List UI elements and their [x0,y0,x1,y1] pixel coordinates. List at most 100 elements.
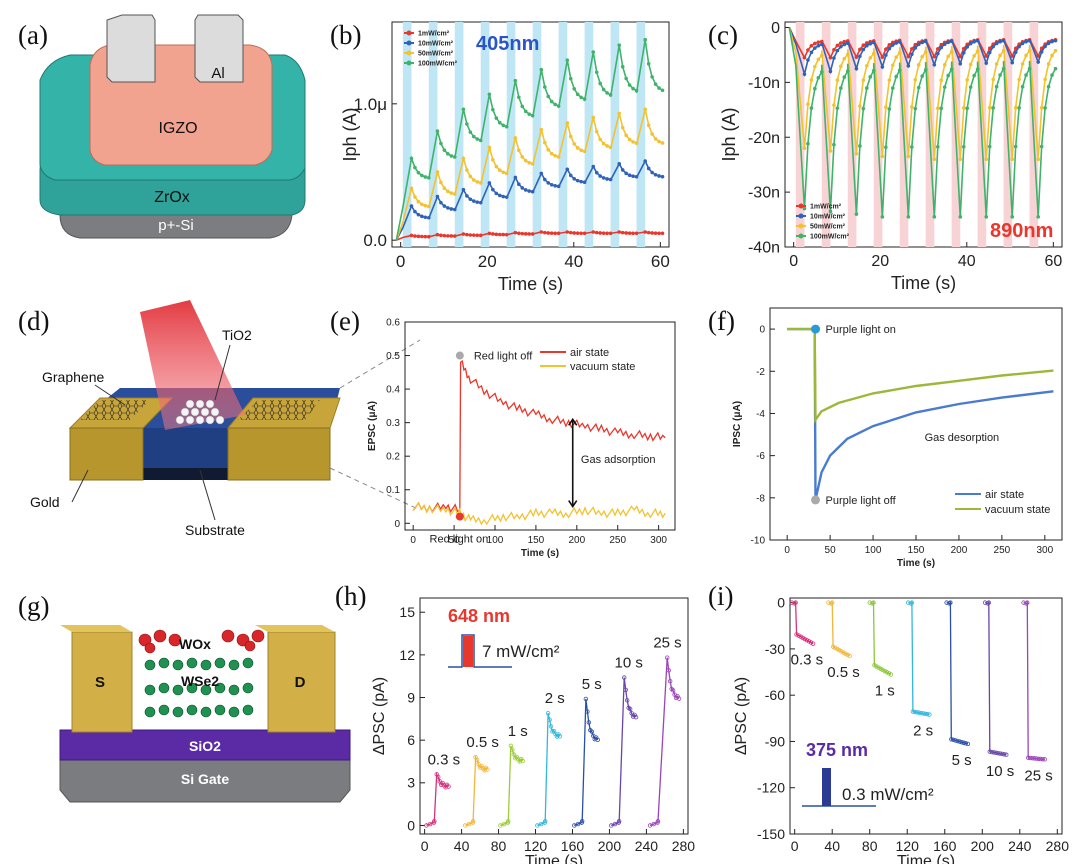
data-point [478,138,483,143]
data-point [461,187,466,192]
data-point [1046,62,1051,66]
data-point [1017,44,1021,49]
data-point [585,709,590,714]
data-point [912,709,918,715]
data-point [806,102,810,106]
x-tick-label: 40 [454,838,470,854]
data-point [439,233,443,238]
data-point [653,137,658,141]
data-point [880,154,885,159]
data-point [897,40,902,44]
data-point [572,231,577,235]
data-point [442,148,447,152]
annotation-light-off: Purple light off [826,495,897,507]
data-point [923,50,928,54]
legend-marker [406,60,412,66]
inset-power: 7 mW/cm² [482,642,560,661]
data-point [545,710,551,716]
data-point [835,48,840,53]
data-point [511,752,516,757]
data-point [435,194,440,199]
data-point [591,115,596,120]
data-point [435,170,440,174]
data-point [634,174,639,179]
data-point [633,714,639,720]
data-point [523,109,528,114]
gas-arrow-head-bottom [568,500,578,508]
data-point [416,199,421,204]
data-point [468,197,473,202]
data-point [958,215,963,219]
y-tick-label: 0 [771,20,780,37]
series-line [984,601,1007,756]
duration-label: 0.5 s [466,734,499,751]
legend-marker [406,40,412,46]
data-point [439,200,443,205]
data-point [887,78,892,82]
data-point [932,54,937,59]
y-axis-label: EPSC (μA) [367,401,378,451]
data-point [601,87,606,92]
wse2-layers [144,657,254,718]
data-point [539,230,544,234]
data-point [868,56,873,60]
substrate-label: Substrate [185,522,245,538]
data-point [942,63,947,67]
data-point [927,712,932,717]
legend-entry: 1mW/cm² [810,203,842,210]
data-point [650,132,654,136]
data-point [449,191,454,195]
data-point [946,40,950,45]
data-point [887,43,892,47]
data-point [871,51,876,56]
data-point [557,734,563,739]
data-point [539,67,544,72]
data-point [949,39,954,44]
data-point [809,50,814,55]
data-point [501,821,507,827]
data-point [627,137,632,142]
gas-arrow-head-top [568,417,578,426]
legend-entry: air state [570,347,609,359]
data-point [1036,215,1040,219]
x-tick-label: 60 [1044,253,1062,270]
data-point [530,189,535,194]
data-point [623,687,628,692]
light-on-marker [811,324,821,334]
data-point [413,165,417,170]
data-point [1020,84,1025,89]
data-point [472,233,476,237]
drain-label: D [295,674,306,691]
data-point [965,78,970,82]
data-point [435,129,440,133]
data-point [1042,757,1047,762]
data-point [420,173,424,178]
duration-label: 1 s [508,723,528,740]
data-point [565,121,570,125]
data-point [513,78,518,83]
data-point [975,49,980,54]
data-point [1036,756,1041,761]
data-point [435,774,441,780]
data-point [1020,41,1025,46]
data-point [865,86,869,90]
data-point [1039,105,1044,110]
duration-label: 0.3 s [428,751,461,768]
data-point [624,76,628,81]
data-point [579,179,583,184]
data-point [819,53,824,58]
data-point [583,696,589,702]
data-point [916,710,922,715]
x-tick-label: 280 [672,838,696,854]
data-point [643,230,647,234]
data-point [608,92,613,97]
panel-label-b: (b) [330,20,361,50]
legend-entry: 50mW/cm² [810,223,846,230]
y-tick-label: 0.4 [386,385,400,396]
data-point [830,600,835,605]
data-point [553,153,557,158]
tio2-label: TiO2 [222,327,252,343]
data-point [965,106,970,111]
data-point [1050,53,1054,58]
data-point [923,39,928,44]
